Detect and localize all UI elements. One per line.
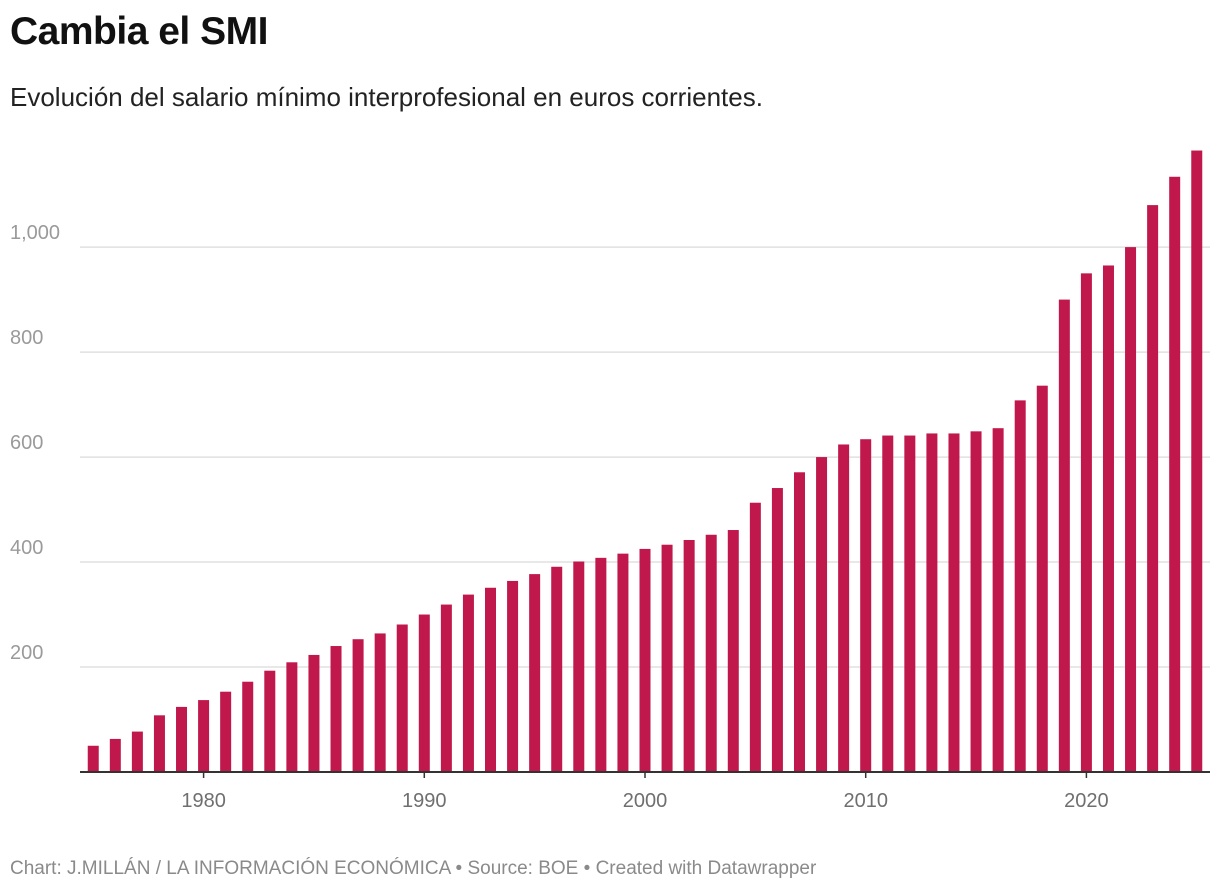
footer-source: Source: BOE bbox=[467, 858, 579, 879]
bar-2000 bbox=[639, 548, 651, 772]
bar-2004 bbox=[727, 530, 739, 772]
bar-1992 bbox=[462, 594, 474, 772]
bar-1984 bbox=[286, 662, 298, 772]
chart-footer: Chart: J.MILLÁN / LA INFORMACIÓN ECONÓMI… bbox=[10, 858, 816, 880]
bar-2005 bbox=[749, 502, 761, 772]
bar-2024 bbox=[1169, 176, 1181, 772]
bar-2001 bbox=[661, 544, 673, 772]
x-tick-label: 2020 bbox=[1064, 790, 1109, 812]
bar-2015 bbox=[970, 431, 982, 772]
bar-2016 bbox=[992, 428, 1004, 772]
bar-1989 bbox=[396, 624, 408, 772]
x-tick-label: 2000 bbox=[623, 790, 668, 812]
footer-separator: • bbox=[583, 858, 591, 879]
bar-1975 bbox=[87, 745, 99, 772]
bar-1986 bbox=[330, 646, 342, 772]
y-tick-label: 1,000 bbox=[10, 222, 60, 244]
bar-2022 bbox=[1125, 247, 1137, 773]
axes: 200 400 600 800 1,000 1980 1990 2000 2010 2020 bbox=[10, 222, 1210, 812]
bar-2021 bbox=[1102, 265, 1114, 772]
bar-1990 bbox=[418, 614, 430, 772]
bar-2003 bbox=[705, 534, 717, 772]
bar-1987 bbox=[352, 639, 364, 772]
footer-credit: Chart: J.MILLÁN / LA INFORMACIÓN ECONÓMI… bbox=[10, 858, 451, 879]
bar-2007 bbox=[793, 472, 805, 772]
bar-1998 bbox=[595, 557, 607, 772]
bar-1997 bbox=[573, 561, 585, 772]
x-tick-label: 1990 bbox=[402, 790, 447, 812]
bar-2025 bbox=[1191, 150, 1203, 772]
bar-1988 bbox=[374, 633, 386, 772]
bar-1999 bbox=[617, 553, 629, 772]
bar-2012 bbox=[904, 435, 916, 772]
bar-2019 bbox=[1058, 299, 1070, 772]
chart-subtitle: Evolución del salario mínimo interprofes… bbox=[10, 82, 763, 112]
y-tick-label: 200 bbox=[10, 642, 43, 664]
bar-1994 bbox=[507, 580, 519, 772]
bar-2008 bbox=[816, 457, 828, 772]
bar-1983 bbox=[264, 670, 276, 772]
bar-1981 bbox=[220, 691, 232, 772]
bar-2014 bbox=[948, 433, 960, 772]
bar-2009 bbox=[838, 444, 850, 772]
bar-2023 bbox=[1147, 205, 1159, 773]
bar-2017 bbox=[1014, 400, 1026, 772]
bar-1978 bbox=[153, 715, 165, 772]
bar-1995 bbox=[529, 574, 541, 772]
bar-1993 bbox=[485, 587, 497, 772]
chart-title: Cambia el SMI bbox=[10, 10, 268, 53]
x-tick-label: 1980 bbox=[181, 790, 226, 812]
y-tick-label: 800 bbox=[10, 327, 43, 349]
bar-1985 bbox=[308, 654, 320, 772]
y-tick-label: 400 bbox=[10, 537, 43, 559]
bar-1977 bbox=[131, 731, 143, 772]
bar-2013 bbox=[926, 433, 938, 772]
bar-2011 bbox=[882, 435, 894, 772]
y-tick-label: 600 bbox=[10, 432, 43, 454]
bars bbox=[87, 150, 1203, 773]
bar-1982 bbox=[242, 681, 254, 772]
footer-tool: Created with Datawrapper bbox=[595, 858, 817, 879]
bar-1980 bbox=[198, 700, 210, 772]
bar-1979 bbox=[176, 706, 188, 772]
bar-2010 bbox=[860, 439, 872, 772]
bar-2006 bbox=[771, 488, 783, 772]
bar-2002 bbox=[683, 540, 695, 772]
footer-separator: • bbox=[455, 858, 463, 879]
bar-1996 bbox=[551, 566, 563, 772]
x-tick-label: 2010 bbox=[843, 790, 888, 812]
bar-1991 bbox=[440, 604, 452, 772]
bar-1976 bbox=[109, 738, 121, 772]
bar-2020 bbox=[1080, 273, 1092, 772]
bar-2018 bbox=[1036, 385, 1048, 772]
